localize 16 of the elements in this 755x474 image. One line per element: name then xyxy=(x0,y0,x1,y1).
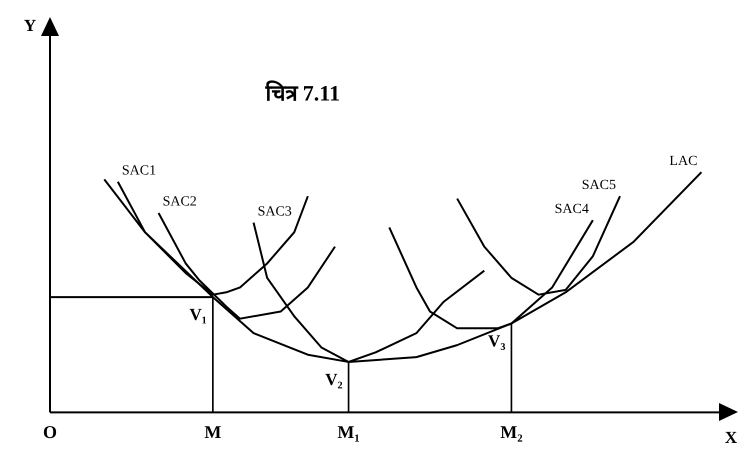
annotation: V₃ xyxy=(488,331,506,350)
chart-title: चित्र 7.11 xyxy=(264,80,340,106)
x-tick-label: M xyxy=(204,422,222,442)
annotation: V₁ xyxy=(189,304,207,324)
series-label: LAC xyxy=(669,154,698,169)
series-label: SAC3 xyxy=(258,204,292,220)
series-label: SAC4 xyxy=(554,202,589,217)
x-tick-label: M₁ xyxy=(337,422,360,442)
series-label: SAC5 xyxy=(582,178,616,193)
x-tick-label: O xyxy=(42,422,58,442)
x-axis-title: X xyxy=(724,428,738,447)
annotation: V₂ xyxy=(325,370,343,389)
series-label: SAC1 xyxy=(122,163,156,178)
series-label: SAC2 xyxy=(162,194,197,210)
text: Y xyxy=(24,16,36,35)
x-tick-label: M₂ xyxy=(500,422,523,442)
